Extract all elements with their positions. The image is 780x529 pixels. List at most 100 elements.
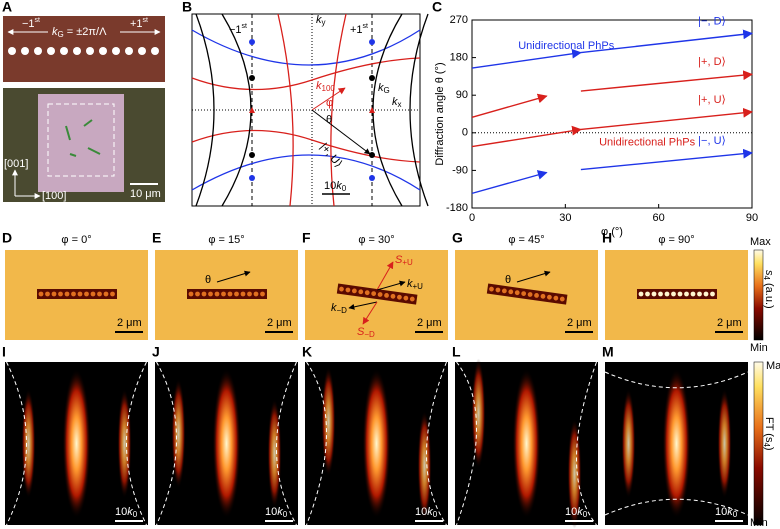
dashed-curve bbox=[6, 361, 27, 526]
field-label: S+U bbox=[395, 254, 413, 267]
arrow bbox=[216, 270, 251, 283]
panel-label: A bbox=[2, 0, 12, 15]
colorbar-max: Max bbox=[750, 236, 771, 248]
lobe bbox=[362, 368, 391, 519]
arrow bbox=[348, 301, 378, 310]
series-line bbox=[471, 93, 548, 119]
colorbar-label: s4 (a.u.) bbox=[762, 270, 775, 309]
x-tick-label: 0 bbox=[469, 212, 475, 224]
panel-title: φ = 45° bbox=[508, 234, 544, 246]
field-label: k−D bbox=[331, 302, 347, 315]
antenna-chain bbox=[37, 289, 117, 299]
sample-image bbox=[3, 16, 165, 82]
series-line bbox=[471, 170, 548, 195]
y-tick-label: -180 bbox=[446, 202, 468, 214]
dashed-curve bbox=[456, 361, 477, 526]
scale-label: 2 μm bbox=[267, 317, 292, 329]
k100-label: k100 bbox=[316, 80, 335, 93]
lobe bbox=[717, 388, 732, 499]
arrow bbox=[311, 87, 346, 111]
field-label: k+U bbox=[407, 278, 423, 291]
dashed-curve bbox=[576, 361, 597, 526]
antennas bbox=[65, 119, 101, 157]
order-label: −1st bbox=[22, 17, 40, 30]
panel-label: K bbox=[302, 344, 312, 360]
series-label: |+, D⟩ bbox=[698, 56, 726, 68]
y-tick-label: 270 bbox=[450, 14, 468, 26]
panel-label: J bbox=[152, 344, 160, 360]
arrow bbox=[376, 261, 394, 291]
x-axis-label: φ (°) bbox=[601, 226, 623, 238]
kg-label: kG = ±2π/Λ bbox=[52, 26, 107, 39]
y-tick-label: 180 bbox=[450, 52, 468, 64]
panel-label: H bbox=[602, 230, 612, 246]
colorbar bbox=[753, 361, 764, 526]
y-tick-label: -90 bbox=[452, 164, 468, 176]
dashed-curve bbox=[276, 361, 297, 526]
scale-label: 10k0 bbox=[115, 506, 138, 519]
y-axis-label: Diffraction angle θ (°) bbox=[434, 62, 446, 165]
series-line bbox=[580, 70, 753, 92]
x-tick-label: 30 bbox=[559, 212, 571, 224]
panel-label: L bbox=[452, 344, 461, 360]
series-line bbox=[580, 148, 753, 171]
scale-label: 10k0 bbox=[715, 506, 738, 519]
arrow bbox=[516, 270, 551, 283]
panel-c: C φ (°) Diffraction angle θ (°) bbox=[432, 0, 753, 238]
colorbar-min: Min bbox=[750, 517, 768, 529]
arrow bbox=[376, 280, 406, 291]
scale-label: 2 μm bbox=[117, 317, 142, 329]
panel-label: G bbox=[452, 230, 463, 246]
dot-array bbox=[8, 47, 159, 55]
lobe bbox=[662, 368, 691, 519]
order-label: −1st bbox=[229, 23, 247, 36]
axis-label: [001] bbox=[4, 158, 28, 170]
axis-label: [100] bbox=[42, 190, 66, 202]
antenna-chain bbox=[637, 289, 717, 299]
theta-label: θ bbox=[505, 274, 511, 286]
axis-label: kx bbox=[392, 96, 402, 109]
axis-label: ky bbox=[316, 14, 326, 27]
dashed-curve bbox=[306, 361, 327, 526]
lobe bbox=[212, 368, 241, 519]
kg-label: kG bbox=[378, 82, 390, 95]
flake bbox=[38, 94, 124, 192]
scale-label: 10k0 bbox=[565, 506, 588, 519]
panel-title: φ = 30° bbox=[358, 234, 394, 246]
series-label: |−, U⟩ bbox=[698, 135, 726, 147]
lobe bbox=[621, 388, 636, 499]
scale-label: 10k0 bbox=[415, 506, 438, 519]
panel-label: E bbox=[152, 230, 161, 246]
scale-label: 2 μm bbox=[567, 317, 592, 329]
colorbar-max: Max bbox=[766, 360, 780, 372]
lobe bbox=[321, 366, 336, 477]
dashed-curve bbox=[604, 371, 749, 389]
scale-label: 10 μm bbox=[130, 188, 161, 200]
y-tick-label: 0 bbox=[462, 127, 468, 139]
series-label: |+, U⟩ bbox=[698, 94, 726, 106]
panel-title: φ = 0° bbox=[61, 234, 91, 246]
dashed-curve bbox=[604, 498, 749, 516]
theta-label: θ bbox=[205, 274, 211, 286]
y-tick-label: 90 bbox=[456, 89, 468, 101]
annotation: Unidirectional PhPs bbox=[518, 40, 614, 52]
lobe bbox=[62, 368, 91, 519]
series-line bbox=[471, 29, 753, 69]
x-tick-label: 90 bbox=[746, 212, 758, 224]
scale-label: 2 μm bbox=[417, 317, 442, 329]
lobe bbox=[117, 388, 132, 499]
panel-title: φ = 15° bbox=[208, 234, 244, 246]
scale-label: 10k0 bbox=[265, 506, 288, 519]
panel-title: φ = 90° bbox=[658, 234, 694, 246]
lobe bbox=[471, 358, 486, 469]
lobe bbox=[21, 388, 36, 499]
panel-label: D bbox=[2, 230, 12, 246]
order-label: +1st bbox=[130, 17, 148, 30]
lobe bbox=[267, 398, 282, 509]
lobe bbox=[417, 410, 432, 521]
order-label: +1st bbox=[350, 23, 368, 36]
theta-label: θ bbox=[326, 114, 332, 126]
arrow bbox=[362, 301, 378, 325]
